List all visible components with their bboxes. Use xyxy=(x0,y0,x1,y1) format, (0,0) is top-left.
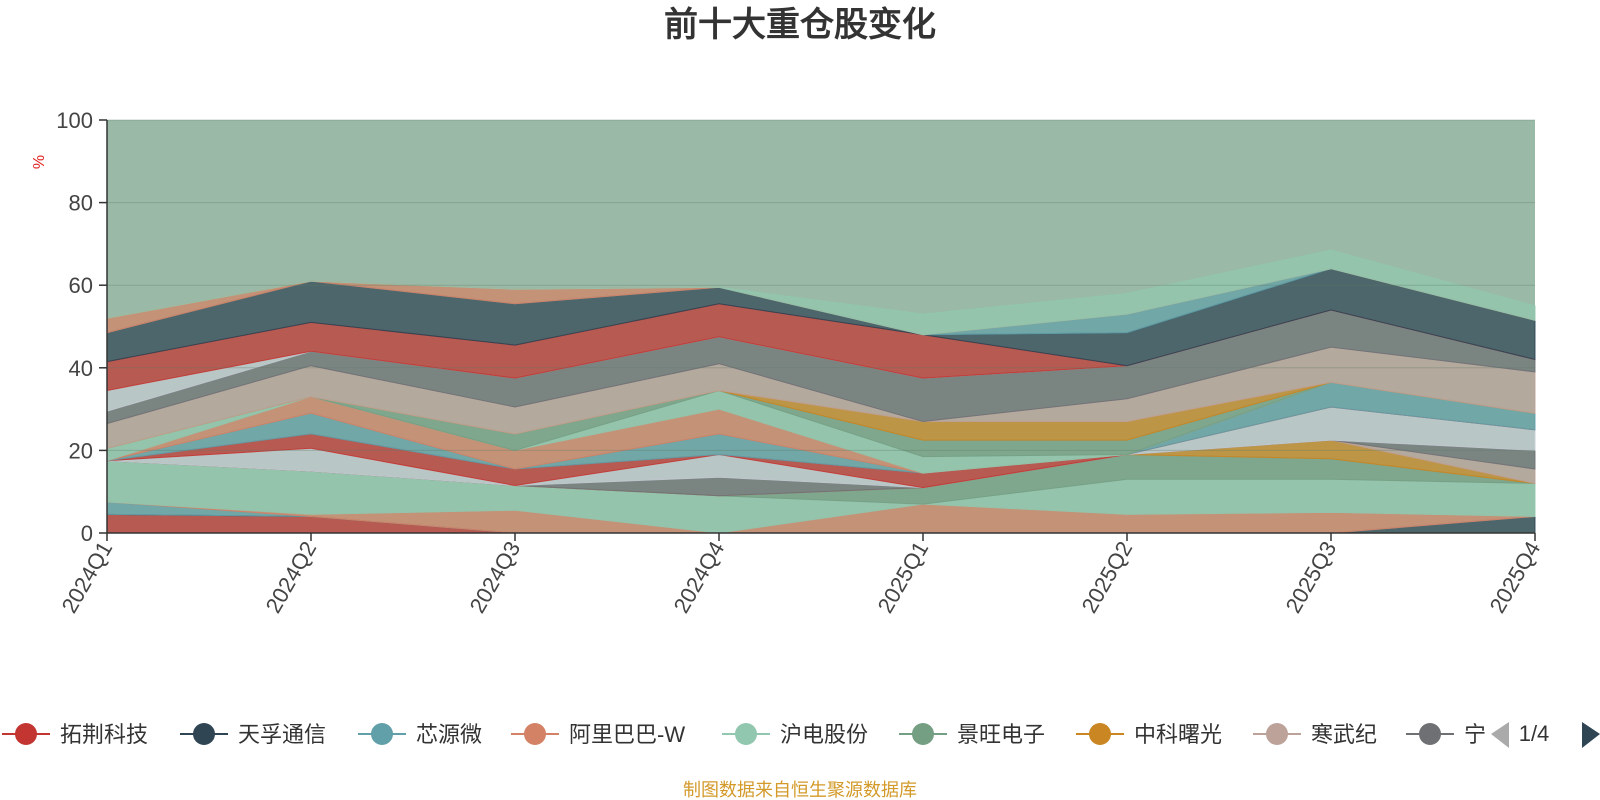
y-tick-label: 20 xyxy=(69,438,93,463)
x-tick-label: 2024Q3 xyxy=(465,537,526,617)
y-tick-label: 40 xyxy=(69,356,93,381)
legend-label: 芯源微 xyxy=(416,722,482,747)
legend-item[interactable]: 宁 xyxy=(1406,722,1486,747)
legend-item[interactable]: 沪电股份 xyxy=(722,722,868,747)
y-tick-label: 100 xyxy=(56,108,93,133)
y-tick-label: 80 xyxy=(69,191,93,216)
y-tick-label: 60 xyxy=(69,273,93,298)
x-tick-label: 2025Q2 xyxy=(1077,537,1138,617)
legend-page-label: 1/4 xyxy=(1519,721,1550,746)
legend-label: 宁 xyxy=(1464,722,1486,747)
legend-item[interactable]: 天孚通信 xyxy=(180,722,326,747)
x-tick-label: 2025Q3 xyxy=(1281,537,1342,617)
x-tick-label: 2025Q4 xyxy=(1485,537,1546,617)
legend-label: 阿里巴巴-W xyxy=(569,722,685,747)
legend-marker-icon xyxy=(1089,723,1111,745)
legend-item[interactable]: 阿里巴巴-W xyxy=(511,722,685,747)
x-tick-label: 2025Q1 xyxy=(873,537,934,617)
plot-area: 0 20 40 60 80 100 2024Q1 2024Q2 2024Q3 2024Q4 202… xyxy=(56,108,1545,617)
legend-marker-icon xyxy=(15,723,37,745)
chart-title: 前十大重仓股变化 xyxy=(664,6,936,44)
y-axis-unit: % xyxy=(31,155,48,169)
x-tick-label: 2024Q1 xyxy=(57,537,118,617)
x-tick-label: 2024Q2 xyxy=(261,537,322,617)
legend-marker-icon xyxy=(524,723,546,745)
legend-label: 拓荆科技 xyxy=(60,722,148,747)
area-series-24 xyxy=(106,249,1536,336)
prev-page-icon[interactable] xyxy=(1491,722,1509,748)
legend-item[interactable]: 寒武纪 xyxy=(1253,722,1377,747)
legend-marker-icon xyxy=(1266,723,1288,745)
legend-label: 景旺电子 xyxy=(957,722,1045,747)
y-tick-label: 0 xyxy=(81,521,93,546)
legend-marker-icon xyxy=(193,723,215,745)
legend-item[interactable]: 拓荆科技 xyxy=(2,722,148,747)
next-page-icon[interactable] xyxy=(1582,722,1600,748)
source-note: 制图数据来自恒生聚源数据库 xyxy=(683,780,917,800)
legend-item[interactable]: 景旺电子 xyxy=(899,722,1045,747)
legend-label: 沪电股份 xyxy=(780,722,868,747)
legend-pager: 1/4 xyxy=(1491,721,1600,748)
legend-label: 寒武纪 xyxy=(1311,722,1377,747)
x-tick-label: 2024Q4 xyxy=(669,537,730,617)
legend-label: 天孚通信 xyxy=(238,722,326,747)
legend-marker-icon xyxy=(1419,723,1441,745)
legend-marker-icon xyxy=(371,723,393,745)
legend-marker-icon xyxy=(912,723,934,745)
legend-marker-icon xyxy=(735,723,757,745)
legend-item[interactable]: 芯源微 xyxy=(358,722,482,747)
legend-label: 中科曙光 xyxy=(1134,722,1222,747)
legend-item[interactable]: 中科曙光 xyxy=(1076,722,1222,747)
legend: 拓荆科技 天孚通信 芯源微 阿里巴巴-W 沪电股份 景旺电子 中科曙光 寒武纪 宁 xyxy=(2,722,1486,747)
